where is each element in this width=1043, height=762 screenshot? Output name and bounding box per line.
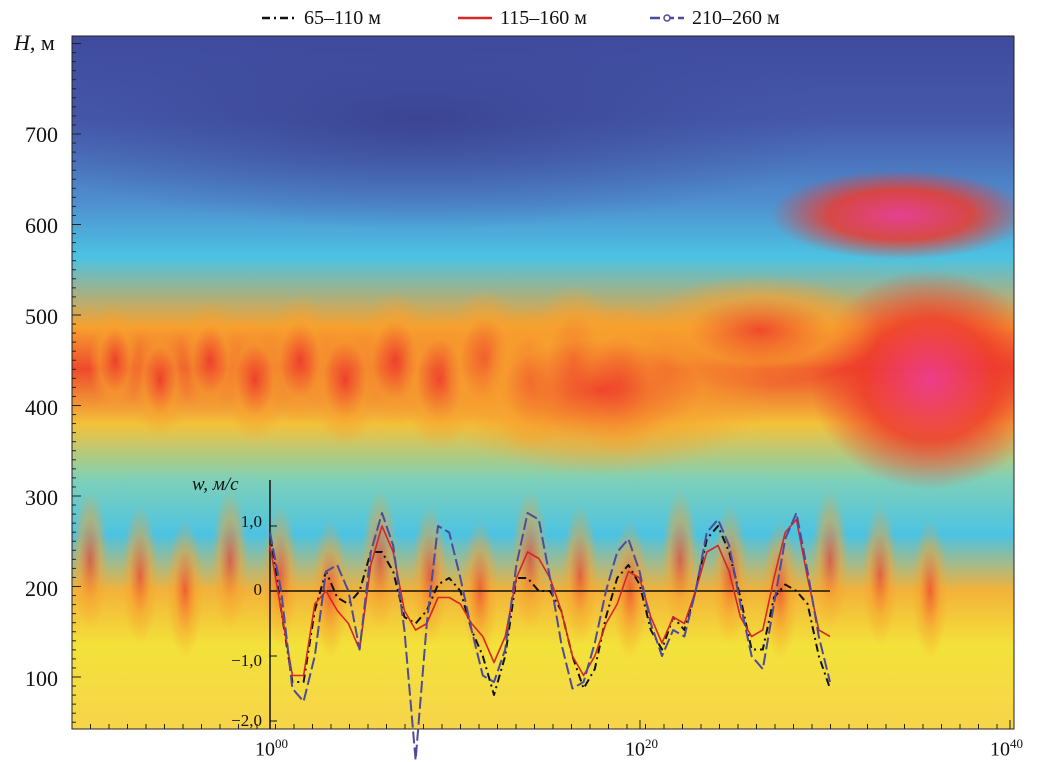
heatmap-hot-blob	[770, 170, 1014, 260]
heatmap-warm-column	[462, 520, 498, 660]
heatmap-warm-column	[612, 520, 648, 660]
heatmap-warm-column	[167, 520, 203, 660]
heatmap-low-region	[72, 36, 840, 230]
y-tick-label: 500	[25, 304, 58, 329]
legend-item-210-260: 210–260 м	[650, 4, 780, 32]
heatmap-warm-blob	[132, 323, 188, 437]
y-tick-label: 400	[25, 395, 58, 420]
inset-chart	[269, 480, 831, 761]
legend-item-65-110: 65–110 м	[262, 4, 381, 32]
heatmap-warm-column	[362, 490, 398, 630]
series-line-0	[269, 525, 831, 696]
legend-label: 210–260 м	[692, 6, 780, 29]
y-axis-label: H, м	[14, 30, 55, 55]
inset-y-label: w, м/с	[192, 474, 239, 495]
heatmap-warm-column	[312, 520, 348, 660]
heatmap-warm-column	[412, 505, 448, 645]
inset-y-tick: 0	[253, 580, 263, 599]
inset-y-tick: −1,0	[231, 651, 262, 670]
legend-item-115-160: 115–160 м	[458, 4, 587, 32]
y-axis-ticks	[72, 43, 81, 723]
x-axis-ticks	[71, 720, 1011, 729]
legend: 65–110 м 115–160 м 210–260 м	[0, 4, 1043, 32]
heatmap-features	[72, 36, 1014, 660]
y-tick-label: 100	[25, 666, 58, 691]
legend-line-dashdot-icon	[262, 16, 296, 20]
heatmap-warm-column	[562, 505, 598, 645]
heatmap-warm-column	[122, 505, 158, 645]
y-tick-label: 300	[25, 485, 58, 510]
heatmap-warm-column	[212, 490, 248, 630]
heatmap-warm-column	[912, 520, 948, 660]
legend-line-circle-icon	[650, 14, 684, 22]
x-tick-label: 1000	[255, 736, 288, 761]
inset-y-tick: 1,0	[240, 512, 262, 531]
y-tick-label: 200	[25, 576, 58, 601]
heatmap-warm-column	[862, 505, 898, 645]
y-tick-label: 600	[25, 213, 58, 238]
heatmap	[72, 36, 1014, 729]
x-tick-label: 1020	[625, 736, 658, 761]
legend-label: 65–110 м	[304, 6, 381, 29]
y-tick-label: 700	[25, 122, 58, 147]
heatmap-warm-blob	[89, 305, 141, 415]
legend-label: 115–160 м	[500, 6, 587, 29]
x-tick-label: 1040	[990, 736, 1023, 761]
series-line-2	[269, 512, 831, 761]
plot-frame	[71, 35, 1015, 730]
inset-y-tick: −2,0	[231, 711, 262, 730]
heatmap-warm-column	[662, 490, 698, 630]
heatmap-warm-blob	[640, 275, 880, 385]
heatmap-warm-column	[812, 490, 848, 630]
heatmap-warm-column	[72, 490, 108, 630]
heatmap-warm-column	[262, 505, 298, 645]
legend-line-solid-icon	[458, 16, 492, 20]
